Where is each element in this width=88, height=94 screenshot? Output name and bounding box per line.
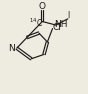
Text: NH: NH [54, 20, 68, 29]
Text: Cl: Cl [52, 23, 61, 32]
Text: N: N [8, 44, 15, 53]
Text: I: I [68, 11, 70, 20]
Text: O: O [39, 2, 46, 11]
Text: $^{14}$C: $^{14}$C [29, 17, 43, 30]
